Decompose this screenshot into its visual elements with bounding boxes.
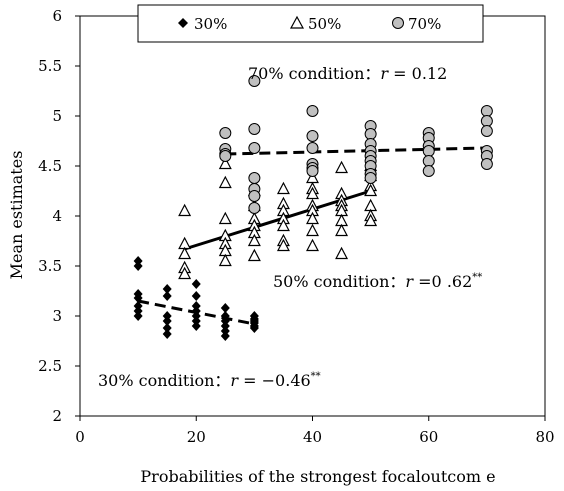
annotation-label: 50% condition： <box>273 272 405 291</box>
x-tick-label: 60 <box>419 428 438 446</box>
y-tick-label: 3.5 <box>38 257 62 275</box>
annotation-significance: ** <box>311 371 321 382</box>
data-point-30 <box>163 329 172 339</box>
data-point-70 <box>249 124 260 135</box>
data-point-50 <box>249 250 260 261</box>
trend-line-70 <box>225 148 487 154</box>
legend-label-70: 70% <box>408 15 441 33</box>
data-point-50 <box>278 183 289 194</box>
data-point-50 <box>336 162 347 173</box>
annotations: 70% condition：r = 0.12 50% condition：r =0… <box>98 64 482 390</box>
annotation-label: 30% condition： <box>98 371 230 390</box>
annotation-70: 70% condition：r = 0.12 <box>248 64 447 83</box>
data-point-70 <box>249 173 260 184</box>
data-point-70 <box>423 146 434 157</box>
data-point-50 <box>336 248 347 259</box>
annotation-label: 70% condition： <box>248 64 380 83</box>
data-point-70 <box>307 166 318 177</box>
data-point-70 <box>307 131 318 142</box>
data-point-70 <box>481 126 492 137</box>
annotation-50: 50% condition：r =0 .62** <box>273 272 482 291</box>
data-point-50 <box>307 225 318 236</box>
circle-marker-icon <box>393 18 404 29</box>
y-tick-label: 2 <box>52 407 62 425</box>
x-tick-label: 20 <box>187 428 206 446</box>
y-tick-label: 6 <box>52 7 62 25</box>
annotation-significance: ** <box>472 272 482 283</box>
data-point-70 <box>423 166 434 177</box>
y-tick-label: 2.5 <box>38 357 62 375</box>
data-point-70 <box>220 128 231 139</box>
data-point-70 <box>481 116 492 127</box>
data-point-70 <box>249 203 260 214</box>
data-point-70 <box>481 106 492 117</box>
x-tick-label: 80 <box>535 428 554 446</box>
legend: 30% 50% 70% <box>138 5 483 42</box>
data-point-70 <box>249 191 260 202</box>
data-point-50 <box>220 213 231 224</box>
data-points <box>134 76 493 342</box>
data-point-70 <box>481 159 492 170</box>
y-axis-label: Mean estimates <box>7 151 26 280</box>
y-tick-label: 5.5 <box>38 57 62 75</box>
data-point-70 <box>365 129 376 140</box>
data-point-30 <box>163 291 172 301</box>
data-point-70 <box>249 143 260 154</box>
data-point-50 <box>336 225 347 236</box>
data-point-50 <box>179 248 190 259</box>
data-point-50 <box>220 255 231 266</box>
data-point-70 <box>365 173 376 184</box>
y-tick-label: 3 <box>52 307 62 325</box>
x-axis-label: Probabilities of the strongest focaloutc… <box>140 467 495 486</box>
data-point-30 <box>192 279 201 289</box>
annotation-value: = 0.12 <box>388 64 447 83</box>
data-point-30 <box>192 291 201 301</box>
x-tick-label: 0 <box>75 428 85 446</box>
y-tick-label: 5 <box>52 107 62 125</box>
data-point-70 <box>307 143 318 154</box>
legend-label-50: 50% <box>308 15 341 33</box>
data-point-70 <box>423 156 434 167</box>
x-tick-label: 40 <box>303 428 322 446</box>
y-tick-label: 4.5 <box>38 157 62 175</box>
annotation-value: =0 .62 <box>413 272 472 291</box>
annotation-30: 30% condition：r = −0.46** <box>98 371 321 390</box>
annotation-value: = −0.46 <box>238 371 311 390</box>
data-point-50 <box>179 205 190 216</box>
y-tick-label: 4 <box>52 207 62 225</box>
legend-label-30: 30% <box>194 15 227 33</box>
data-point-70 <box>220 151 231 162</box>
data-point-50 <box>307 240 318 251</box>
data-point-50 <box>220 177 231 188</box>
data-point-70 <box>307 106 318 117</box>
